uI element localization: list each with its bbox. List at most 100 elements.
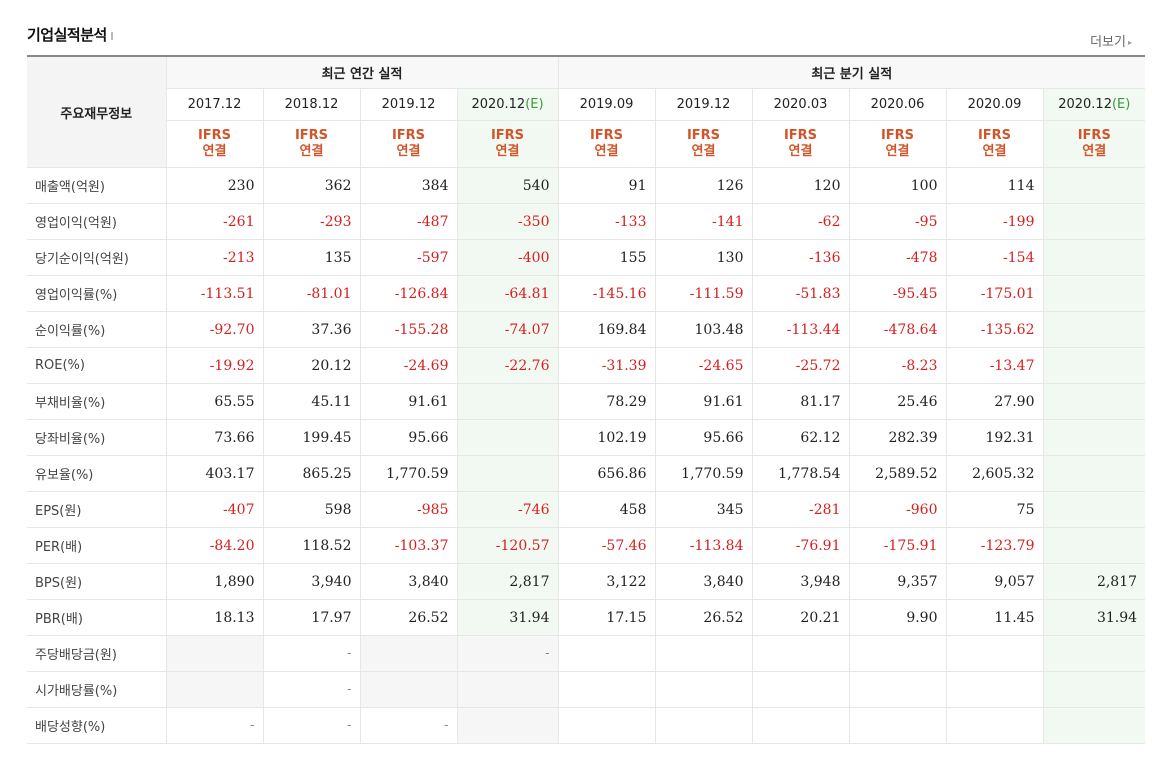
table-cell: 73.66 [165, 419, 264, 456]
table-cell: -155.28 [359, 311, 458, 348]
table-cell: -24.69 [359, 347, 458, 384]
table-cell [1042, 383, 1146, 420]
ifrs-label: IFRS [197, 128, 232, 143]
table-cell [456, 383, 559, 420]
table-cell: 362 [262, 167, 361, 204]
ifrs-header: IFRS 연결 [1042, 120, 1146, 168]
period-label: 2020.12 [1058, 97, 1112, 112]
table-row: 주당배당금(원) - - [27, 635, 1146, 672]
period-header: 2020.12(E) [1042, 88, 1146, 121]
ifrs-header: IFRS 연결 [848, 120, 947, 168]
table-cell: -81.01 [262, 275, 361, 312]
table-cell: 169.84 [557, 311, 656, 348]
table-cell: -113.44 [751, 311, 850, 348]
table-cell: -141 [654, 203, 753, 240]
table-cell [359, 635, 458, 672]
row-label: 배당성향(%) [27, 707, 167, 744]
table-cell: - [262, 707, 361, 744]
table-cell: -74.07 [456, 311, 559, 348]
table-cell: 458 [557, 491, 656, 528]
table-cell: -293 [262, 203, 361, 240]
table-cell [848, 635, 947, 672]
table-cell [1042, 239, 1146, 276]
consolidated-label: 연결 [885, 144, 910, 159]
table-cell: 26.52 [359, 599, 458, 636]
table-cell: 65.55 [165, 383, 264, 420]
table-cell: 130 [654, 239, 753, 276]
table-cell: -407 [165, 491, 264, 528]
table-row: ROE(%) -19.92 20.12 -24.69 -22.76 -31.39 -24.6… [27, 347, 1146, 384]
row-label: 시가배당률(%) [27, 671, 167, 708]
table-cell: 2,817 [456, 563, 559, 600]
period-header: 2018.12 [262, 88, 361, 121]
table-cell: 95.66 [359, 419, 458, 456]
table-cell: -746 [456, 491, 559, 528]
table-cell: -126.84 [359, 275, 458, 312]
table-cell: 3,840 [359, 563, 458, 600]
table-cell: -62 [751, 203, 850, 240]
table-cell: 656.86 [557, 455, 656, 492]
table-cell: -350 [456, 203, 559, 240]
table-cell [1042, 671, 1146, 708]
label-column-header: 주요재무정보 [27, 55, 167, 168]
table-cell [848, 707, 947, 744]
ifrs-header: IFRS 연결 [654, 120, 753, 168]
table-row: 당좌비율(%) 73.66 199.45 95.66 102.19 95.66 62.12 2… [27, 419, 1146, 456]
period-header: 2019.12 [654, 88, 753, 121]
table-cell [1042, 311, 1146, 348]
consolidated-label: 연결 [788, 144, 813, 159]
table-cell [654, 635, 753, 672]
table-row: 영업이익률(%) -113.51 -81.01 -126.84 -64.81 -145.1… [27, 275, 1146, 312]
table-cell: 9.90 [848, 599, 947, 636]
table-cell: -57.46 [557, 527, 656, 564]
table-cell: -213 [165, 239, 264, 276]
estimate-tag: (E) [1111, 97, 1131, 112]
consolidated-label: 연결 [495, 144, 520, 159]
table-cell [165, 635, 264, 672]
table-cell: 114 [945, 167, 1044, 204]
table-cell: -95.45 [848, 275, 947, 312]
table-cell: -400 [456, 239, 559, 276]
table-cell: -120.57 [456, 527, 559, 564]
table-cell: - [359, 707, 458, 744]
table-cell: 20.21 [751, 599, 850, 636]
table-row: 부채비율(%) 65.55 45.11 91.61 78.29 91.61 81.17 25.… [27, 383, 1146, 420]
row-label: 영업이익률(%) [27, 275, 167, 312]
table-cell: 3,940 [262, 563, 361, 600]
period-label: 2019.09 [579, 97, 634, 112]
table-cell: -111.59 [654, 275, 753, 312]
estimate-tag: (E) [525, 97, 544, 112]
table-cell: -13.47 [945, 347, 1044, 384]
table-cell [654, 707, 753, 744]
ifrs-header: IFRS 연결 [751, 120, 850, 168]
more-link[interactable]: 더보기 ▸ [1090, 31, 1132, 50]
table-row: 순이익률(%) -92.70 37.36 -155.28 -74.07 169.84 103… [27, 311, 1146, 348]
ifrs-header: IFRS 연결 [456, 120, 559, 168]
row-label: BPS(원) [27, 563, 167, 600]
table-cell: -135.62 [945, 311, 1044, 348]
table-cell: 95.66 [654, 419, 753, 456]
table-row: 영업이익(억원) -261 -293 -487 -350 -133 -141 -62 -95 -1… [27, 203, 1146, 240]
table-cell: 62.12 [751, 419, 850, 456]
table-cell: - [456, 635, 559, 672]
table-cell: 3,948 [751, 563, 850, 600]
table-row: 시가배당률(%) - [27, 671, 1146, 708]
period-header: 2020.12(E) [456, 88, 559, 121]
table-cell [751, 635, 850, 672]
table-cell: -145.16 [557, 275, 656, 312]
table-cell: -113.51 [165, 275, 264, 312]
period-header: 2019.12 [359, 88, 458, 121]
period-label: 2017.12 [187, 97, 242, 112]
table-cell: -281 [751, 491, 850, 528]
table-cell: 1,770.59 [654, 455, 753, 492]
table-cell: - [165, 707, 264, 744]
table-cell: 135 [262, 239, 361, 276]
table-cell: 81.17 [751, 383, 850, 420]
table-cell: -103.37 [359, 527, 458, 564]
table-cell: 384 [359, 167, 458, 204]
consolidated-label: 연결 [594, 144, 619, 159]
table-cell [456, 671, 559, 708]
row-label: PBR(배) [27, 599, 167, 636]
table-cell: - [262, 671, 361, 708]
table-cell: -478 [848, 239, 947, 276]
